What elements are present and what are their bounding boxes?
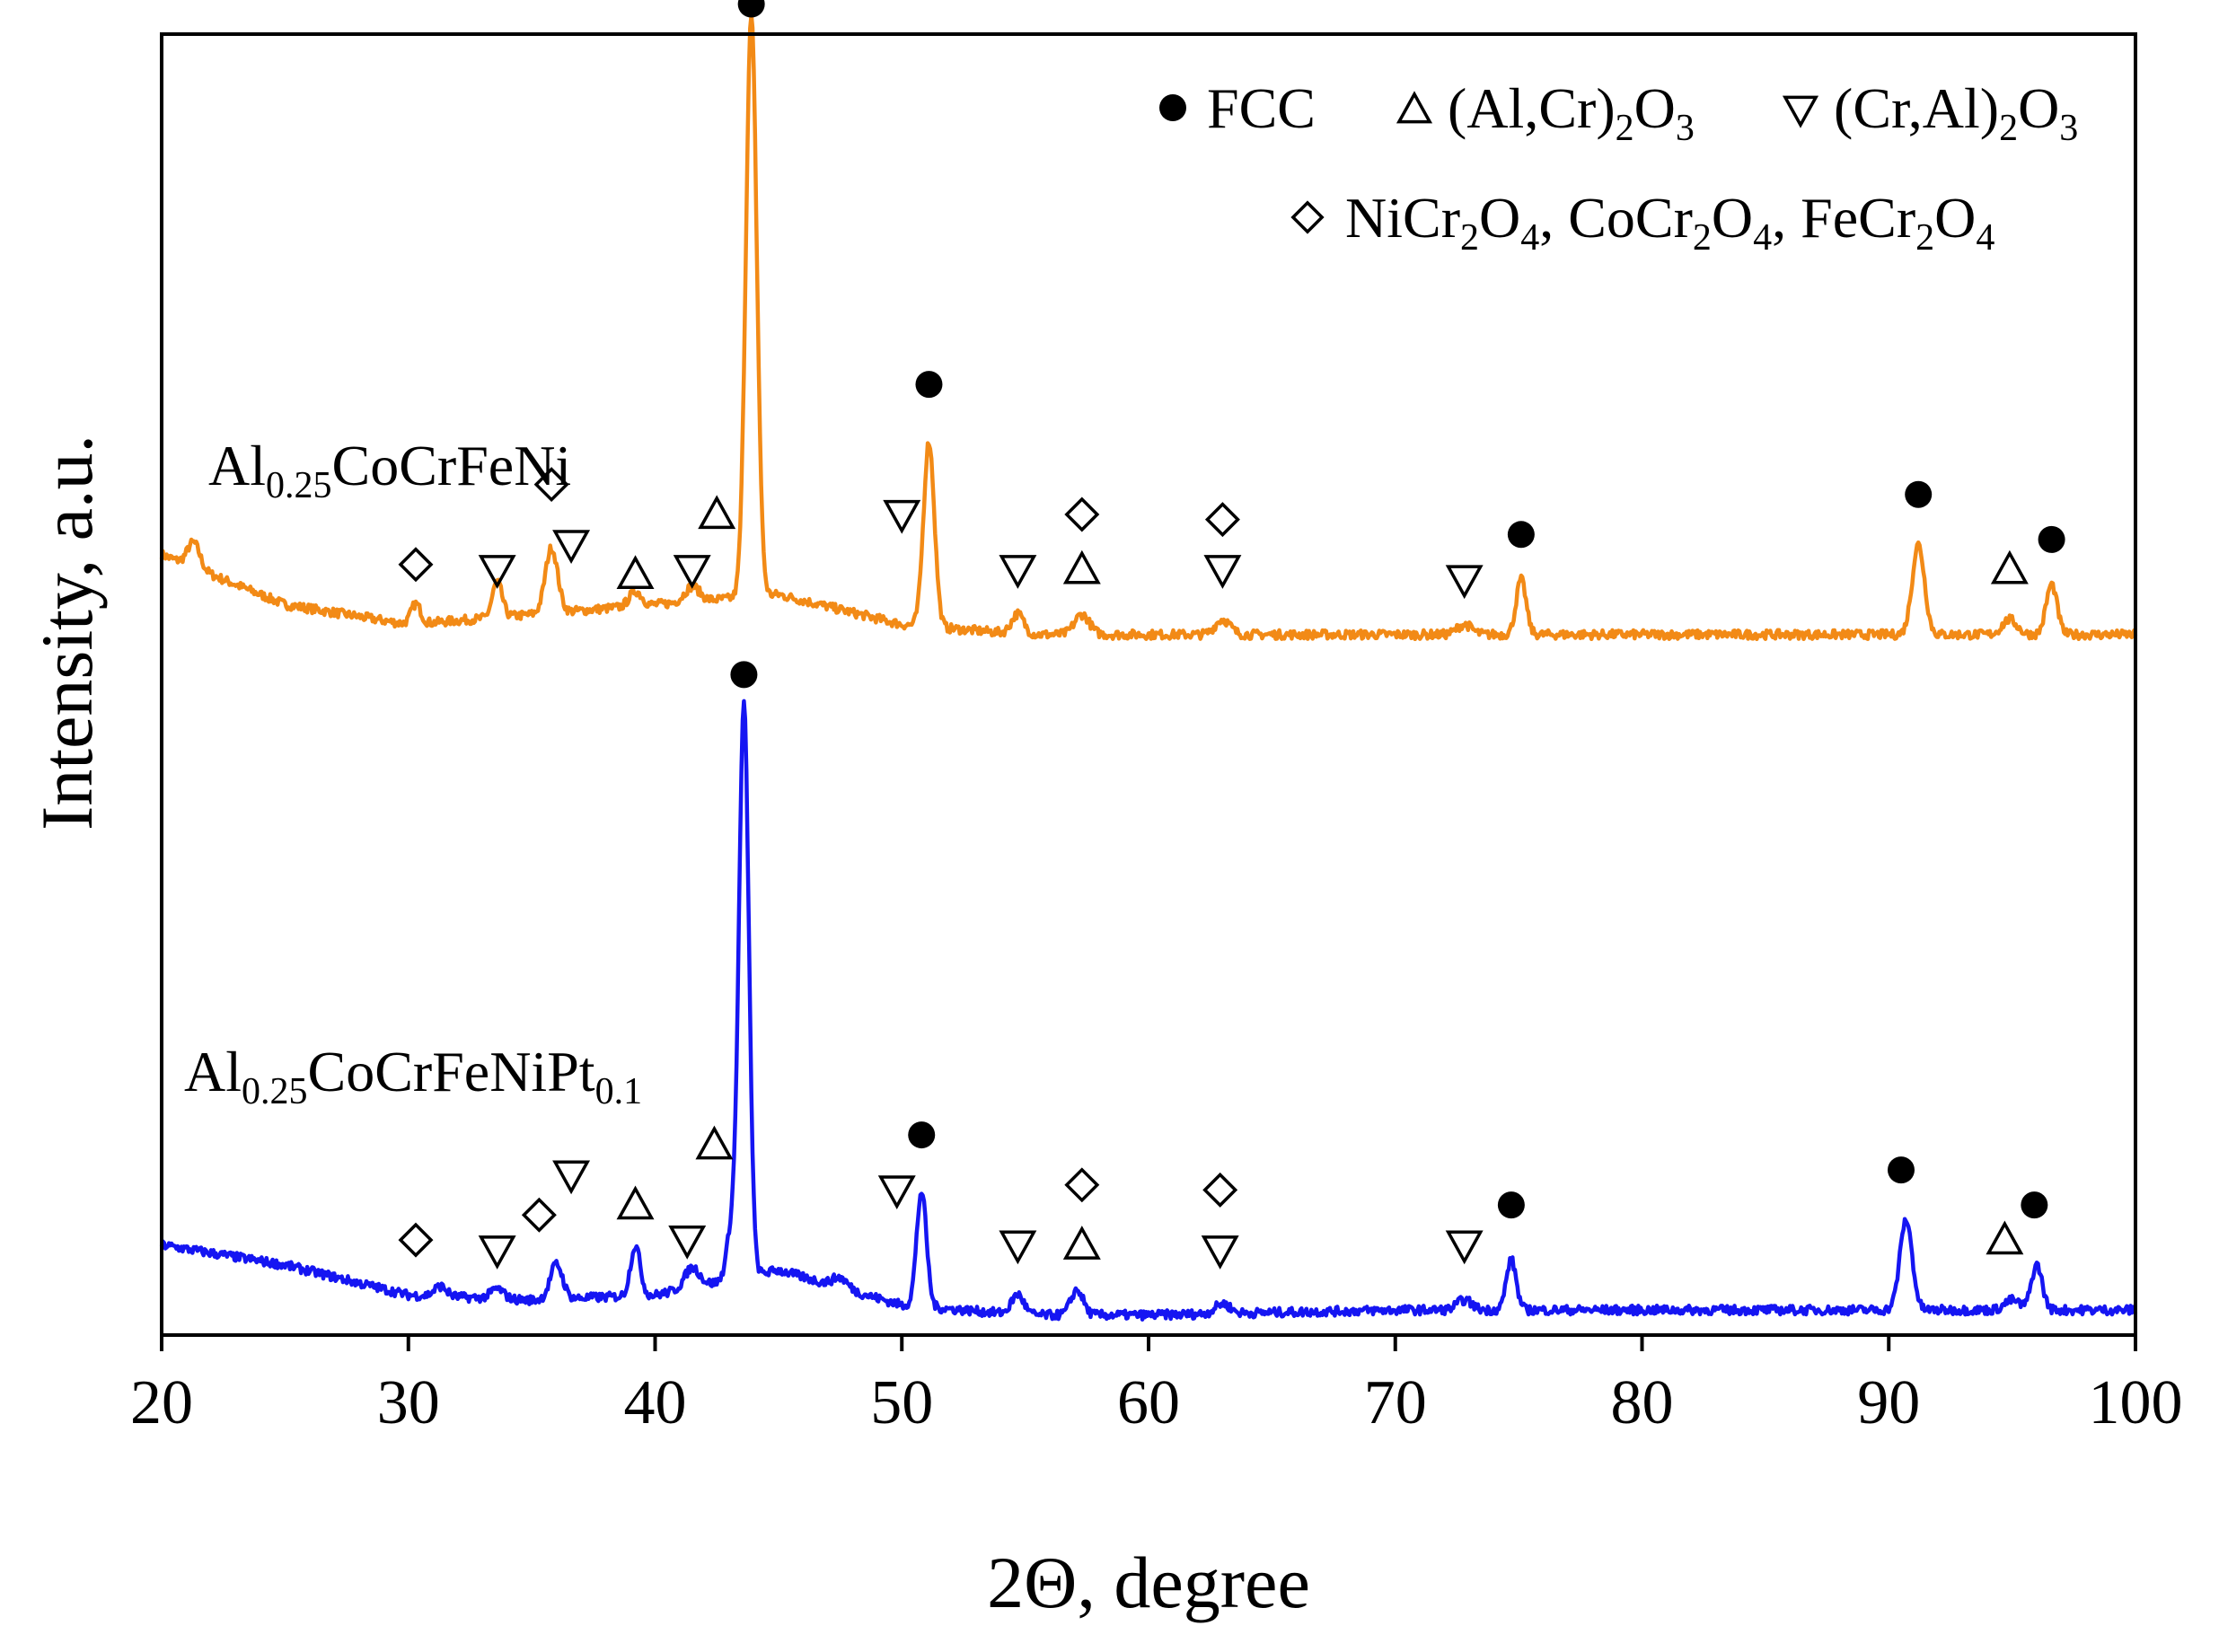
cr-al-oxide-marker <box>877 1175 916 1209</box>
x-tick-label: 30 <box>377 1368 440 1437</box>
spinel-marker <box>398 1222 434 1258</box>
cr-al-oxide-marker <box>478 555 516 589</box>
cr-al-oxide-marker <box>552 1160 591 1195</box>
spinel-marker <box>521 1197 557 1233</box>
cr-al-oxide-marker <box>1201 1235 1239 1270</box>
fcc-marker <box>730 661 758 689</box>
spinel-marker <box>1064 496 1100 532</box>
cr-al-oxide-marker <box>1782 95 1819 128</box>
x-tick-label: 80 <box>1611 1368 1674 1437</box>
cr-al-oxide-marker <box>1203 555 1242 589</box>
spinel-marker <box>1204 502 1240 538</box>
fcc-marker <box>1887 1156 1915 1184</box>
legend-entry-3: (Cr,Al)2​O3​ <box>1834 76 2078 149</box>
legend: FCC (Al,Cr)2​O3​ (Cr,Al)2​O3​ NiCr2​O4​, Co… <box>1159 76 2078 259</box>
fcc-marker <box>1159 94 1186 121</box>
al-cr-oxide-marker <box>1986 1220 2024 1255</box>
fcc-marker <box>2038 525 2065 553</box>
cr-al-oxide-marker <box>999 1230 1037 1265</box>
spinel-marker <box>1290 200 1325 234</box>
al-cr-oxide-marker <box>1062 549 1101 584</box>
cr-al-oxide-marker <box>883 499 921 534</box>
x-tick-label: 20 <box>130 1368 193 1437</box>
al-cr-oxide-marker <box>695 1125 734 1160</box>
cr-al-oxide-marker <box>1445 1230 1484 1265</box>
legend-entry-2: (Al,Cr)2​O3​ <box>1448 76 1695 149</box>
fcc-marker <box>1507 521 1535 549</box>
x-tick-label: 70 <box>1364 1368 1427 1437</box>
al-cr-oxide-marker <box>616 555 655 590</box>
x-axis-ticks: 20 30 40 50 60 70 80 90 100 <box>130 1335 2183 1437</box>
fcc-marker <box>1905 480 1933 508</box>
x-tick-label: 60 <box>1117 1368 1180 1437</box>
x-tick-label: 50 <box>870 1368 933 1437</box>
fcc-marker <box>915 371 943 399</box>
cr-al-oxide-marker <box>552 530 591 565</box>
y-axis-title: Intensity, a.u. <box>26 435 108 830</box>
legend-entry-1: FCC <box>1207 76 1316 140</box>
x-tick-label: 100 <box>2089 1368 2183 1437</box>
spinel-marker <box>1064 1167 1100 1203</box>
cr-al-oxide-marker <box>673 555 711 589</box>
spinel-marker <box>1202 1172 1238 1208</box>
series-line-2 <box>159 699 2138 1322</box>
sample-labels-layer: Al0.25​CoCrFeNi Al0.25​CoCrFeNiPt0.1​ <box>184 434 642 1112</box>
x-tick-label: 40 <box>624 1368 687 1437</box>
fcc-marker <box>737 0 765 18</box>
spectra-layer <box>159 13 2138 1322</box>
spinel-marker <box>533 467 569 503</box>
cr-al-oxide-marker <box>668 1225 707 1260</box>
phase-markers-layer <box>398 0 2065 1270</box>
cr-al-oxide-marker <box>478 1235 516 1270</box>
fcc-marker <box>908 1121 936 1149</box>
sample-label-2: Al0.25​CoCrFeNiPt0.1​ <box>184 1040 642 1112</box>
al-cr-oxide-marker <box>1062 1226 1101 1260</box>
cr-al-oxide-marker <box>999 555 1037 589</box>
cr-al-oxide-marker <box>1445 565 1484 600</box>
x-tick-label: 90 <box>1857 1368 1920 1437</box>
sample-label-1: Al0.25​CoCrFeNi <box>208 434 571 506</box>
series-line-1 <box>159 13 2138 642</box>
al-cr-oxide-marker <box>616 1185 655 1220</box>
al-cr-oxide-marker <box>1396 91 1433 124</box>
fcc-marker <box>1497 1191 1525 1219</box>
al-cr-oxide-marker <box>698 495 736 530</box>
spinel-marker <box>398 547 434 583</box>
x-axis-title: 2Θ, degree <box>987 1542 1310 1623</box>
legend-entry-4: NiCr2​O4​, CoCr2​O4​, FeCr2​O4​ <box>1345 186 1994 259</box>
al-cr-oxide-marker <box>1990 549 2029 584</box>
fcc-marker <box>2021 1191 2048 1219</box>
